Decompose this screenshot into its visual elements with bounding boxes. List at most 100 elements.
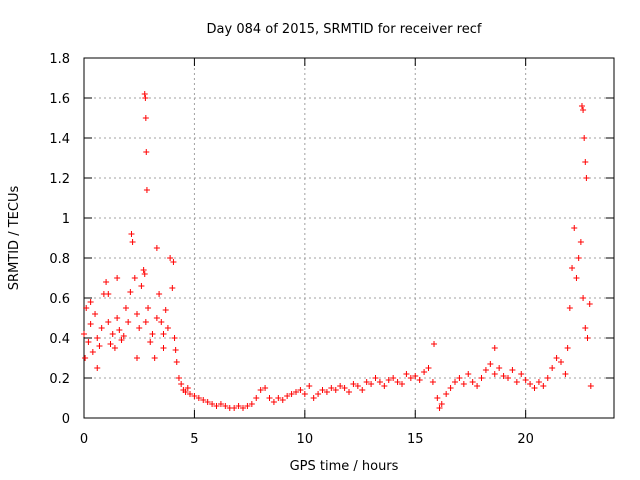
- data-point: [421, 369, 428, 375]
- data-point: [114, 315, 121, 321]
- data-point: [558, 359, 564, 365]
- data-point: [575, 255, 582, 261]
- data-point: [200, 397, 207, 403]
- data-point: [583, 175, 590, 181]
- data-point: [337, 383, 344, 389]
- y-tick-label: 0: [62, 412, 70, 427]
- data-point: [465, 371, 472, 377]
- data-point: [580, 295, 587, 301]
- data-point: [94, 335, 101, 341]
- data-point: [279, 397, 286, 403]
- data-point: [142, 115, 149, 121]
- data-point: [164, 325, 171, 331]
- data-point: [573, 275, 580, 281]
- data-point: [443, 391, 450, 397]
- data-point: [564, 345, 571, 351]
- data-point: [134, 311, 140, 317]
- data-point: [81, 331, 87, 337]
- data-point: [209, 401, 216, 407]
- data-point: [310, 395, 317, 401]
- y-tick-label: 1.2: [49, 172, 70, 187]
- data-point: [399, 381, 405, 387]
- y-tick-label: 1.4: [49, 132, 70, 147]
- data-point: [262, 385, 269, 391]
- data-point: [94, 365, 101, 371]
- data-point: [83, 305, 90, 311]
- data-point: [134, 355, 140, 361]
- data-point: [235, 403, 242, 409]
- data-point: [584, 335, 591, 341]
- data-point: [128, 231, 135, 237]
- data-point: [169, 285, 176, 291]
- data-point: [425, 365, 432, 371]
- y-tick-label: 0.2: [49, 372, 70, 387]
- data-point: [187, 391, 193, 397]
- data-point: [266, 395, 273, 401]
- data-point: [531, 385, 538, 391]
- data-point: [403, 371, 410, 377]
- data-point: [284, 393, 291, 399]
- data-points: [81, 91, 594, 411]
- data-point: [162, 307, 169, 313]
- data-point: [306, 383, 313, 389]
- data-point: [469, 379, 476, 385]
- data-point: [143, 149, 150, 155]
- data-point: [407, 375, 414, 381]
- data-point: [116, 327, 123, 333]
- data-point: [372, 375, 379, 381]
- data-point: [204, 399, 211, 405]
- plot-frame: [83, 57, 615, 419]
- data-point: [105, 291, 112, 297]
- data-point: [436, 405, 443, 411]
- data-point: [385, 377, 392, 383]
- data-point: [522, 377, 529, 383]
- data-point: [253, 395, 260, 401]
- data-point: [120, 333, 127, 339]
- data-point: [390, 375, 397, 381]
- data-point: [438, 401, 445, 407]
- data-point: [87, 299, 94, 305]
- data-point: [429, 379, 436, 385]
- data-point: [518, 371, 525, 377]
- data-point: [487, 361, 494, 367]
- data-point: [151, 355, 158, 361]
- data-point: [175, 375, 182, 381]
- x-tick-label: 20: [517, 432, 534, 447]
- data-point: [107, 341, 114, 347]
- y-tick-label: 0.6: [49, 292, 70, 307]
- data-point: [566, 305, 573, 311]
- data-point: [231, 405, 238, 411]
- data-point: [496, 365, 503, 371]
- data-point: [587, 383, 594, 389]
- data-point: [323, 389, 330, 395]
- data-point: [293, 389, 299, 395]
- data-point: [109, 331, 116, 337]
- data-point: [513, 379, 520, 385]
- data-point: [341, 385, 348, 391]
- x-tick-label: 15: [407, 432, 424, 447]
- data-point: [195, 395, 202, 401]
- data-point: [160, 345, 167, 351]
- data-point: [569, 265, 576, 271]
- data-point: [92, 311, 99, 317]
- data-point: [142, 319, 149, 325]
- data-point: [381, 383, 388, 389]
- data-point: [431, 341, 438, 347]
- data-point: [244, 403, 251, 409]
- data-point: [540, 383, 547, 389]
- data-point: [114, 275, 121, 281]
- data-point: [153, 245, 160, 251]
- data-point: [140, 267, 147, 273]
- data-point: [315, 391, 322, 397]
- data-point: [376, 379, 383, 385]
- x-axis-ticks: 0 5 10 15 20: [80, 58, 534, 447]
- data-point: [328, 385, 335, 391]
- data-point: [297, 387, 304, 393]
- y-axis-label: SRMTID / TECUs: [7, 186, 22, 291]
- data-point: [452, 379, 458, 385]
- data-point: [586, 301, 593, 307]
- data-point: [153, 315, 160, 321]
- data-point: [562, 371, 569, 377]
- data-point: [535, 379, 542, 385]
- data-point: [125, 319, 132, 325]
